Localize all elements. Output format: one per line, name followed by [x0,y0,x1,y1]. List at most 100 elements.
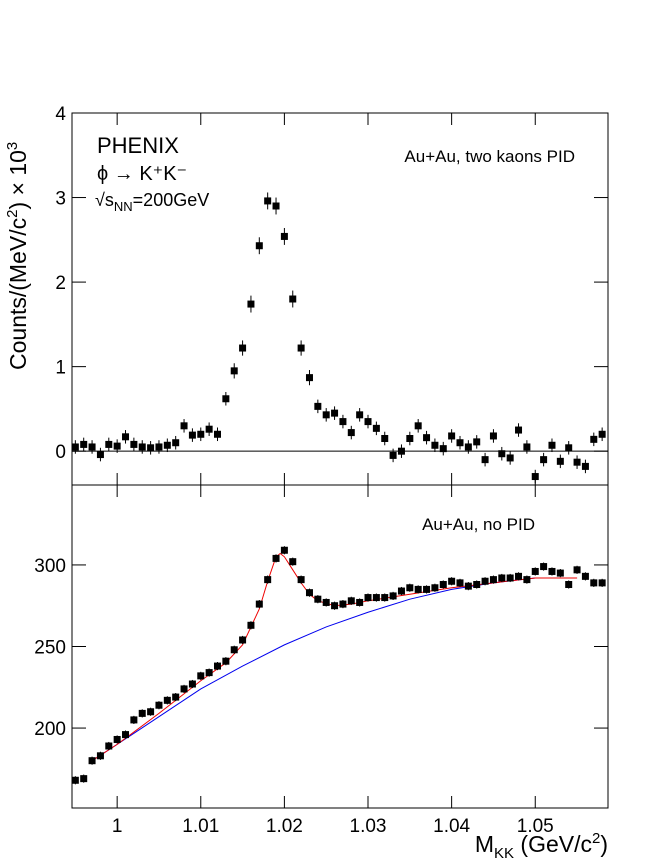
sqrt-s: √s [95,190,114,210]
data-point [531,567,539,575]
data-point [280,546,288,554]
data-point [506,454,514,462]
data-point [113,442,121,450]
data-point [122,433,130,441]
data-point [556,457,564,465]
y-label-sup: 3 [4,142,21,150]
data-point [339,418,347,426]
data-point [448,432,456,440]
data-point [322,411,330,419]
data-point [439,581,447,589]
data-point [406,435,414,442]
data-point [113,735,121,743]
data-point [96,752,104,760]
x-label-sup: 2 [592,830,600,847]
data-point [163,696,171,704]
data-point [590,579,598,587]
data-point [213,662,221,670]
data-point [498,574,506,582]
data-point [431,441,439,449]
data-point [314,595,322,603]
data-point [523,576,531,584]
data-point [481,577,489,585]
data-point [105,742,113,750]
y-tick-label: 3 [55,189,66,210]
y-label-part: ) × 10 [5,150,31,209]
data-point [188,431,196,439]
data-point [356,598,364,606]
data-point [489,576,497,584]
data-point [138,443,146,451]
data-point [414,422,422,430]
data-point [297,344,305,352]
data-point [172,439,180,447]
data-point [356,411,364,419]
data-point [305,374,313,382]
data-point [389,451,397,459]
data-point [180,685,188,693]
data-point [590,435,598,443]
data-point [464,443,472,451]
energy-value: =200GeV [133,190,210,210]
data-point [397,587,405,595]
data-point [197,672,205,680]
data-point [581,572,589,580]
data-point [130,716,138,724]
data-point [423,585,431,593]
data-point [473,438,481,446]
x-axis-label: MKK (GeV/c2) [475,830,608,860]
y-axis-label: Counts/(MeV/c2) × 103 [4,142,31,370]
subscript: NN [114,199,133,214]
data-point [331,602,339,610]
y-label-part: Counts/(MeV/c [5,218,31,370]
data-point [172,693,180,701]
data-point [163,441,171,449]
data-point [347,429,355,437]
data-point [573,458,581,466]
y-label-sup: 2 [4,210,21,218]
data-point [239,344,247,352]
data-point [364,418,372,426]
data-point [439,445,447,453]
data-point [331,409,339,417]
data-point [498,450,506,458]
y-tick-label: 1 [55,358,66,379]
data-point [205,669,213,677]
data-point [105,440,113,448]
data-point [230,367,238,375]
data-point [456,439,464,447]
data-point [548,567,556,575]
data-point [88,757,96,765]
y-tick-label: 300 [34,556,66,577]
data-point [155,443,163,451]
panel-label: Au+Au, two kaons PID [404,147,575,166]
data-point [565,444,573,452]
data-point [247,621,255,629]
data-point [222,657,230,665]
data-point [255,600,263,608]
data-point [573,566,581,574]
panel-label: Au+Au, no PID [422,515,535,534]
data-point [464,582,472,590]
data-point [305,589,313,597]
experiment-label: PHENIX [97,133,179,158]
data-point [289,558,297,566]
data-point [205,425,213,433]
data-point [339,600,347,608]
data-point [540,563,548,571]
data-point [565,581,573,589]
data-point [80,775,88,783]
data-point [556,569,564,577]
x-tick-label: 1.04 [433,816,470,837]
data-point [230,646,238,654]
x-label-part: (GeV/c [514,831,592,857]
data-point [456,579,464,587]
x-label-sub: KK [494,845,514,860]
fit-curve [91,552,578,762]
data-point [130,440,138,448]
data-point [297,576,305,584]
data-point [515,426,523,434]
y-tick-label: 2 [55,273,66,294]
data-point [372,594,380,602]
